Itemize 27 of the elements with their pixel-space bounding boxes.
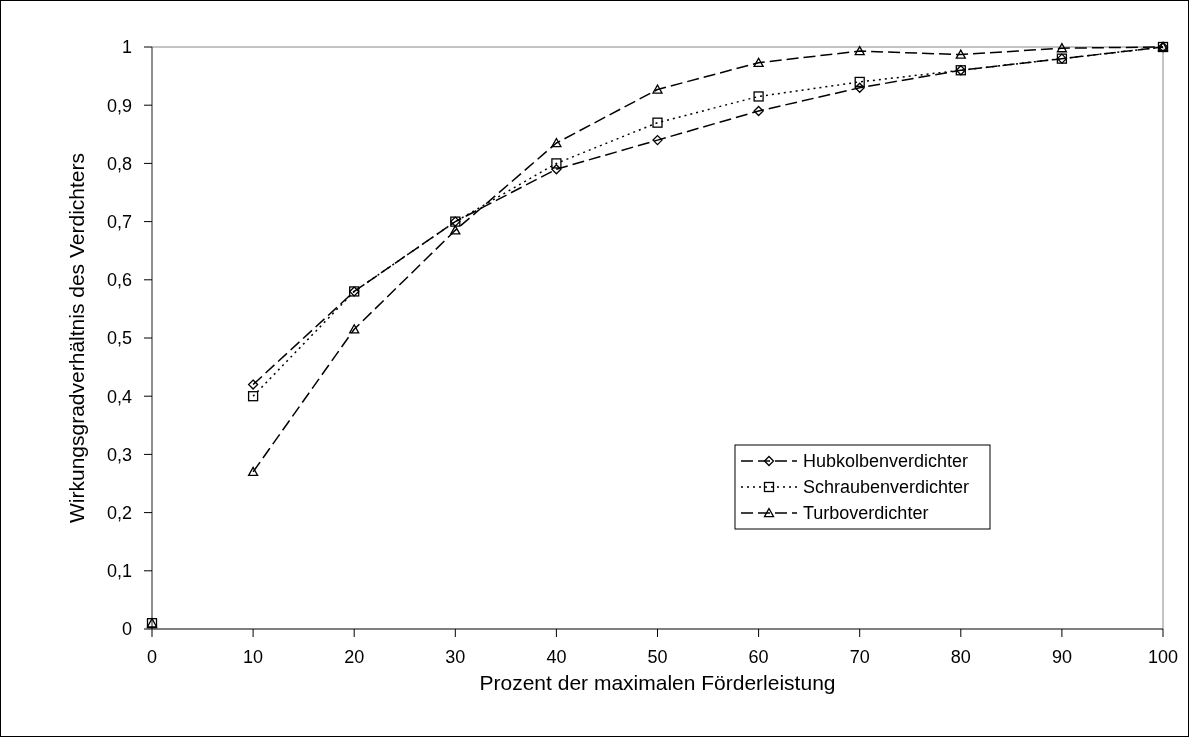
legend-label: Schraubenverdichter xyxy=(803,477,970,498)
legend-label: Turboverdichter xyxy=(803,503,929,524)
y-tick-label: 0,4 xyxy=(106,386,132,407)
y-tick-label: 0,5 xyxy=(106,328,132,349)
y-tick-label: 0,3 xyxy=(106,444,132,465)
x-axis-title: Prozent der maximalen Förderleistung xyxy=(479,671,836,694)
legend-label: Hubkolbenverdichter xyxy=(803,451,969,472)
x-tick-label: 50 xyxy=(647,647,668,667)
x-tick-label: 80 xyxy=(950,647,971,667)
y-axis-title: Wirkungsgradverhältnis des Verdichters xyxy=(65,152,88,524)
x-tick-label: 100 xyxy=(1147,647,1179,667)
x-tick-label: 0 xyxy=(146,647,158,667)
x-tick-label: 10 xyxy=(243,647,264,667)
y-tick-label: 0,8 xyxy=(106,153,132,174)
x-tick-label: 20 xyxy=(344,647,365,667)
x-tick-label: 60 xyxy=(748,647,769,667)
x-tick-label: 30 xyxy=(445,647,466,667)
x-tick-label: 40 xyxy=(546,647,567,667)
x-tick-label: 70 xyxy=(849,647,870,667)
y-tick-label: 0,9 xyxy=(106,95,132,116)
y-tick-label: 0,6 xyxy=(106,270,132,291)
y-tick-label: 0,2 xyxy=(106,502,132,523)
y-tick-label: 0,7 xyxy=(106,211,132,232)
y-tick-label: 1 xyxy=(121,37,132,58)
y-tick-label: 0,1 xyxy=(106,561,132,582)
y-tick-label: 0 xyxy=(121,619,132,640)
x-tick-label: 90 xyxy=(1051,647,1072,667)
